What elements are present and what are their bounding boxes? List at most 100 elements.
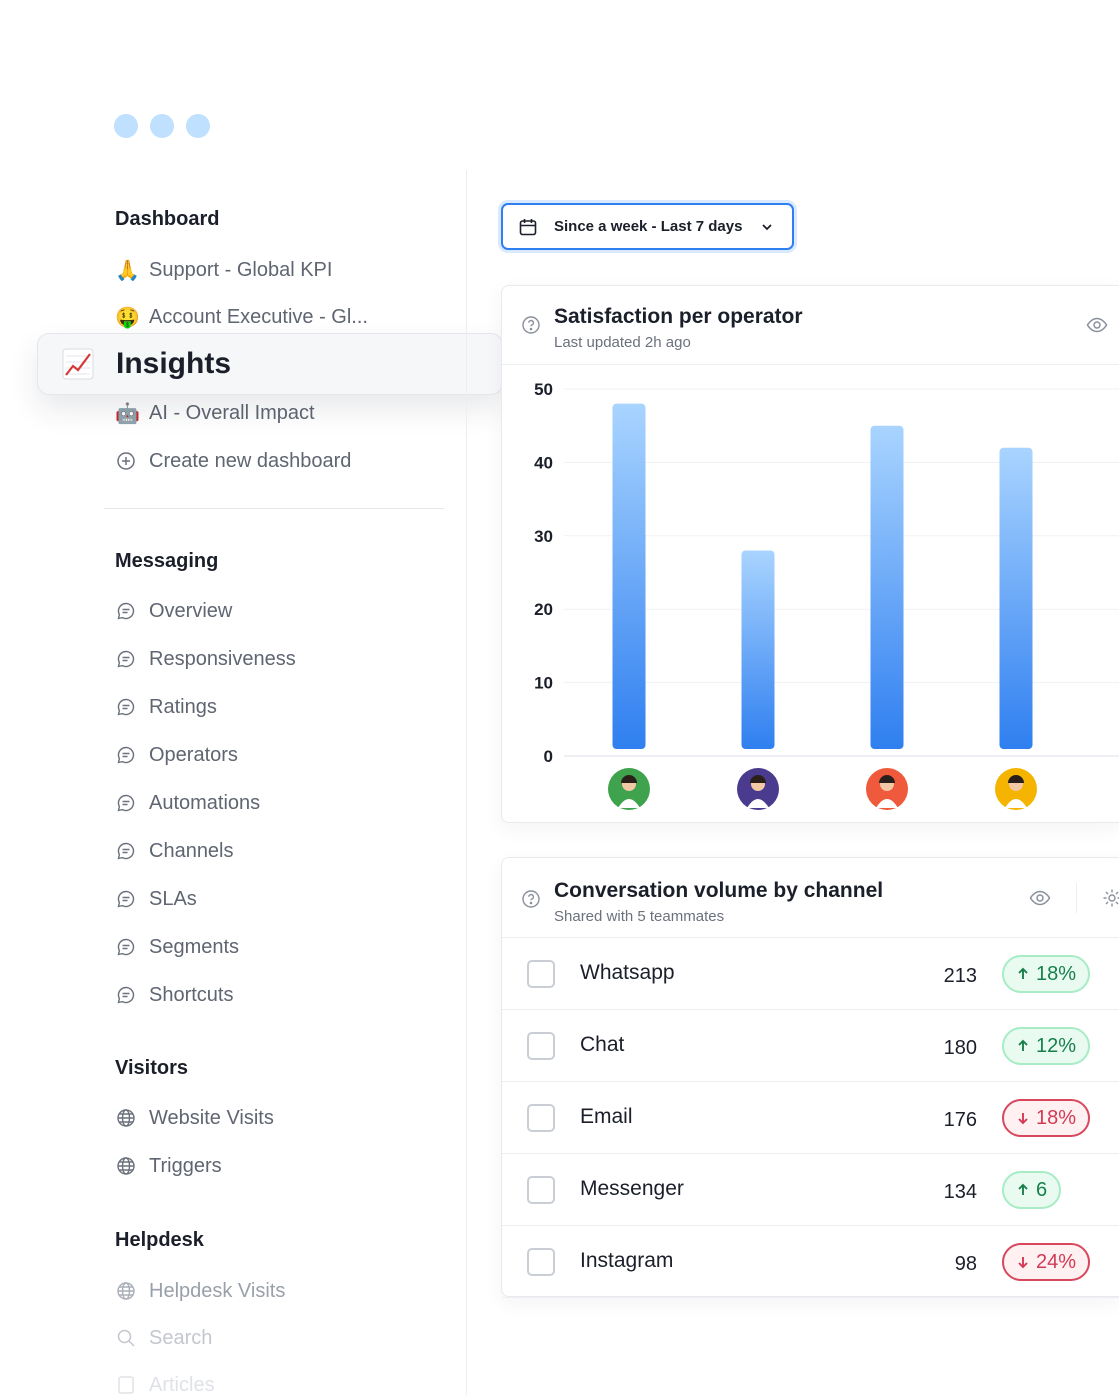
channel-name: Whatsapp	[580, 961, 675, 984]
arrow-up-icon	[1016, 967, 1030, 981]
sidebar-item-label: AI - Overall Impact	[149, 401, 315, 424]
sidebar-item-create-new-dashboard[interactable]: Create new dashboard	[115, 446, 351, 476]
sidebar-item-triggers[interactable]: Triggers	[115, 1151, 222, 1181]
arrow-down-icon	[1016, 1255, 1030, 1269]
sidebar-item-responsiveness[interactable]: Responsiveness	[115, 644, 296, 674]
channel-name: Chat	[580, 1033, 625, 1056]
sidebar-item-account-executive[interactable]: 🤑 Account Executive - Gl...	[115, 302, 368, 332]
card-title: Satisfaction per operator	[554, 305, 803, 328]
satisfaction-card: Satisfaction per operator Last updated 2…	[501, 285, 1119, 823]
channel-name: Email	[580, 1105, 633, 1128]
bar[interactable]	[741, 550, 775, 749]
satisfaction-bar-chart: 0 10 20 30 40 50	[534, 380, 1119, 810]
help-icon[interactable]	[521, 315, 541, 335]
chat-bubble-icon	[115, 600, 137, 622]
sidebar-item-label: Shortcuts	[149, 983, 234, 1006]
y-tick-label: 40	[534, 453, 553, 472]
card-subtitle: Last updated 2h ago	[554, 334, 691, 351]
chart-increasing-icon	[62, 348, 94, 380]
sidebar: Dashboard 🙏 Support - Global KPI 🤑 Accou…	[0, 0, 503, 1396]
sidebar-item-label: Overview	[149, 599, 233, 622]
chat-bubble-icon	[115, 936, 137, 958]
table-row[interactable]: Email 176 18%	[502, 1082, 1119, 1154]
table-row[interactable]: Messenger 134 6	[502, 1154, 1119, 1226]
operator-avatar[interactable]	[737, 768, 779, 810]
row-checkbox[interactable]	[527, 1248, 555, 1276]
sidebar-item-channels[interactable]: Channels	[115, 836, 234, 866]
row-checkbox[interactable]	[527, 1104, 555, 1132]
date-range-label: Since a week - Last 7 days	[554, 218, 743, 235]
conversation-count: 176	[943, 1109, 977, 1131]
sidebar-item-website-visits[interactable]: Website Visits	[115, 1103, 274, 1133]
card-title: Conversation volume by channel	[554, 879, 884, 902]
sidebar-item-search[interactable]: Search	[115, 1323, 212, 1353]
table-row[interactable]: Chat 180 12%	[502, 1010, 1119, 1082]
sidebar-item-label: Operators	[149, 743, 238, 766]
section-title-messaging: Messaging	[115, 550, 219, 572]
section-title-dashboard: Dashboard	[115, 208, 220, 230]
eye-icon[interactable]	[1029, 887, 1051, 909]
sidebar-item-helpdesk-visits[interactable]: Helpdesk Visits	[115, 1276, 285, 1306]
trend-value: 12%	[1036, 1034, 1077, 1057]
operator-avatar[interactable]	[866, 768, 908, 810]
sidebar-item-label: Ratings	[149, 695, 217, 718]
sidebar-item-ai-overall-impact[interactable]: 🤖 AI - Overall Impact	[115, 398, 315, 428]
sidebar-item-support-global-kpi[interactable]: 🙏 Support - Global KPI	[115, 255, 332, 285]
eye-icon[interactable]	[1086, 314, 1108, 336]
y-tick-label: 20	[534, 600, 553, 619]
document-icon	[115, 1374, 137, 1396]
sidebar-item-articles[interactable]: Articles	[115, 1370, 215, 1400]
section-title-visitors: Visitors	[115, 1057, 188, 1079]
plus-circle-icon	[115, 450, 137, 472]
y-tick-label: 10	[534, 674, 553, 693]
globe-icon	[115, 1155, 137, 1177]
robot-icon: 🤖	[115, 402, 140, 425]
window-dot[interactable]	[150, 114, 174, 138]
y-tick-label: 0	[544, 747, 553, 766]
chat-bubble-icon	[115, 840, 137, 862]
sidebar-item-label: Account Executive - Gl...	[149, 305, 368, 328]
sidebar-item-label: Channels	[149, 839, 234, 862]
table-row[interactable]: Instagram 98 24%	[502, 1226, 1119, 1298]
sidebar-item-overview[interactable]: Overview	[115, 596, 232, 626]
conversation-count: 180	[943, 1037, 977, 1059]
chat-bubble-icon	[115, 792, 137, 814]
sidebar-item-label: Search	[149, 1326, 213, 1349]
arrow-up-icon	[1016, 1183, 1030, 1197]
bar[interactable]	[999, 447, 1033, 749]
row-checkbox[interactable]	[527, 960, 555, 988]
conversation-count: 134	[943, 1181, 977, 1203]
row-checkbox[interactable]	[527, 1176, 555, 1204]
calendar-icon	[519, 218, 537, 235]
trend-badge: 12%	[1002, 1027, 1091, 1065]
globe-icon	[115, 1280, 137, 1302]
bar[interactable]	[612, 403, 646, 749]
sidebar-item-operators[interactable]: Operators	[115, 740, 238, 770]
window-dot[interactable]	[186, 114, 210, 138]
trend-value: 6	[1036, 1178, 1048, 1201]
conversation-count: 98	[954, 1253, 977, 1275]
sidebar-item-segments[interactable]: Segments	[115, 932, 239, 962]
operator-avatar[interactable]	[608, 768, 650, 810]
sidebar-item-automations[interactable]: Automations	[115, 788, 260, 818]
bar[interactable]	[870, 425, 904, 749]
trend-value: 18%	[1036, 1106, 1077, 1129]
window-dot[interactable]	[114, 114, 138, 138]
gear-icon[interactable]	[1102, 888, 1119, 908]
sidebar-item-label: Website Visits	[149, 1106, 274, 1129]
operator-avatar[interactable]	[995, 768, 1037, 810]
chat-bubble-icon	[115, 888, 137, 910]
help-icon[interactable]	[521, 889, 541, 909]
date-range-dropdown[interactable]: Since a week - Last 7 days	[501, 203, 794, 250]
sidebar-item-insights[interactable]: Insights	[37, 333, 503, 395]
row-checkbox[interactable]	[527, 1032, 555, 1060]
sidebar-item-slas[interactable]: SLAs	[115, 884, 197, 914]
table-row[interactable]: Whatsapp 213 18%	[502, 938, 1119, 1010]
sidebar-item-ratings[interactable]: Ratings	[115, 692, 217, 722]
card-header-divider	[502, 937, 1119, 938]
window-controls	[114, 114, 210, 138]
trend-badge: 18%	[1002, 955, 1091, 993]
sidebar-item-label: Triggers	[149, 1154, 222, 1177]
y-tick-label: 30	[534, 527, 553, 546]
sidebar-item-shortcuts[interactable]: Shortcuts	[115, 980, 233, 1010]
